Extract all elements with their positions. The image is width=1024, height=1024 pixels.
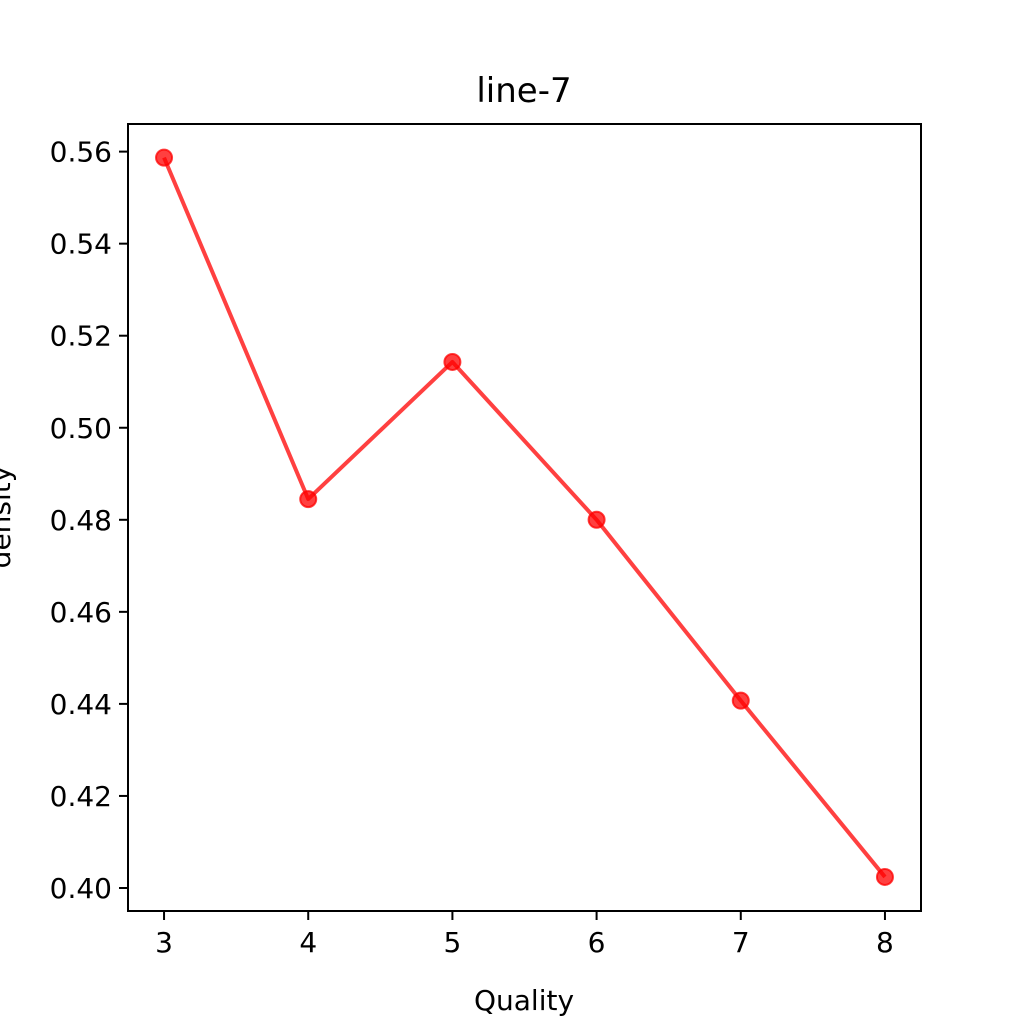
y-axis-label: density bbox=[0, 466, 17, 569]
y-tick-label: 0.46 bbox=[50, 596, 112, 629]
data-point bbox=[875, 867, 894, 886]
x-tick-label: 6 bbox=[588, 926, 606, 959]
data-point bbox=[443, 352, 462, 371]
x-axis-ticks: 3 4 5 6 7 8 bbox=[155, 911, 894, 959]
series-layer bbox=[155, 148, 894, 886]
x-tick-label: 3 bbox=[155, 926, 173, 959]
y-axis-ticks: 0.40 0.42 0.44 0.46 0.48 0.50 0.52 0.54 0.56 bbox=[50, 136, 128, 905]
y-tick-label: 0.50 bbox=[50, 412, 112, 445]
series-line bbox=[162, 156, 887, 879]
y-tick-label: 0.40 bbox=[50, 872, 112, 905]
x-tick-label: 5 bbox=[443, 926, 461, 959]
data-point bbox=[731, 691, 750, 710]
x-tick-label: 4 bbox=[299, 926, 317, 959]
data-point bbox=[587, 510, 606, 529]
x-tick-label: 7 bbox=[732, 926, 750, 959]
y-tick-label: 0.44 bbox=[50, 688, 112, 721]
data-point bbox=[299, 490, 318, 509]
data-point bbox=[155, 148, 174, 167]
y-tick-label: 0.42 bbox=[50, 780, 112, 813]
y-tick-label: 0.48 bbox=[50, 504, 112, 537]
chart-title: line-7 bbox=[476, 71, 571, 111]
plot-area bbox=[127, 123, 922, 912]
x-tick-label: 8 bbox=[876, 926, 894, 959]
y-tick-label: 0.52 bbox=[50, 320, 112, 353]
y-tick-label: 0.56 bbox=[50, 136, 112, 169]
y-tick-label: 0.54 bbox=[50, 228, 112, 261]
plot-frame bbox=[127, 123, 922, 912]
x-axis-label: Quality bbox=[474, 984, 574, 1017]
